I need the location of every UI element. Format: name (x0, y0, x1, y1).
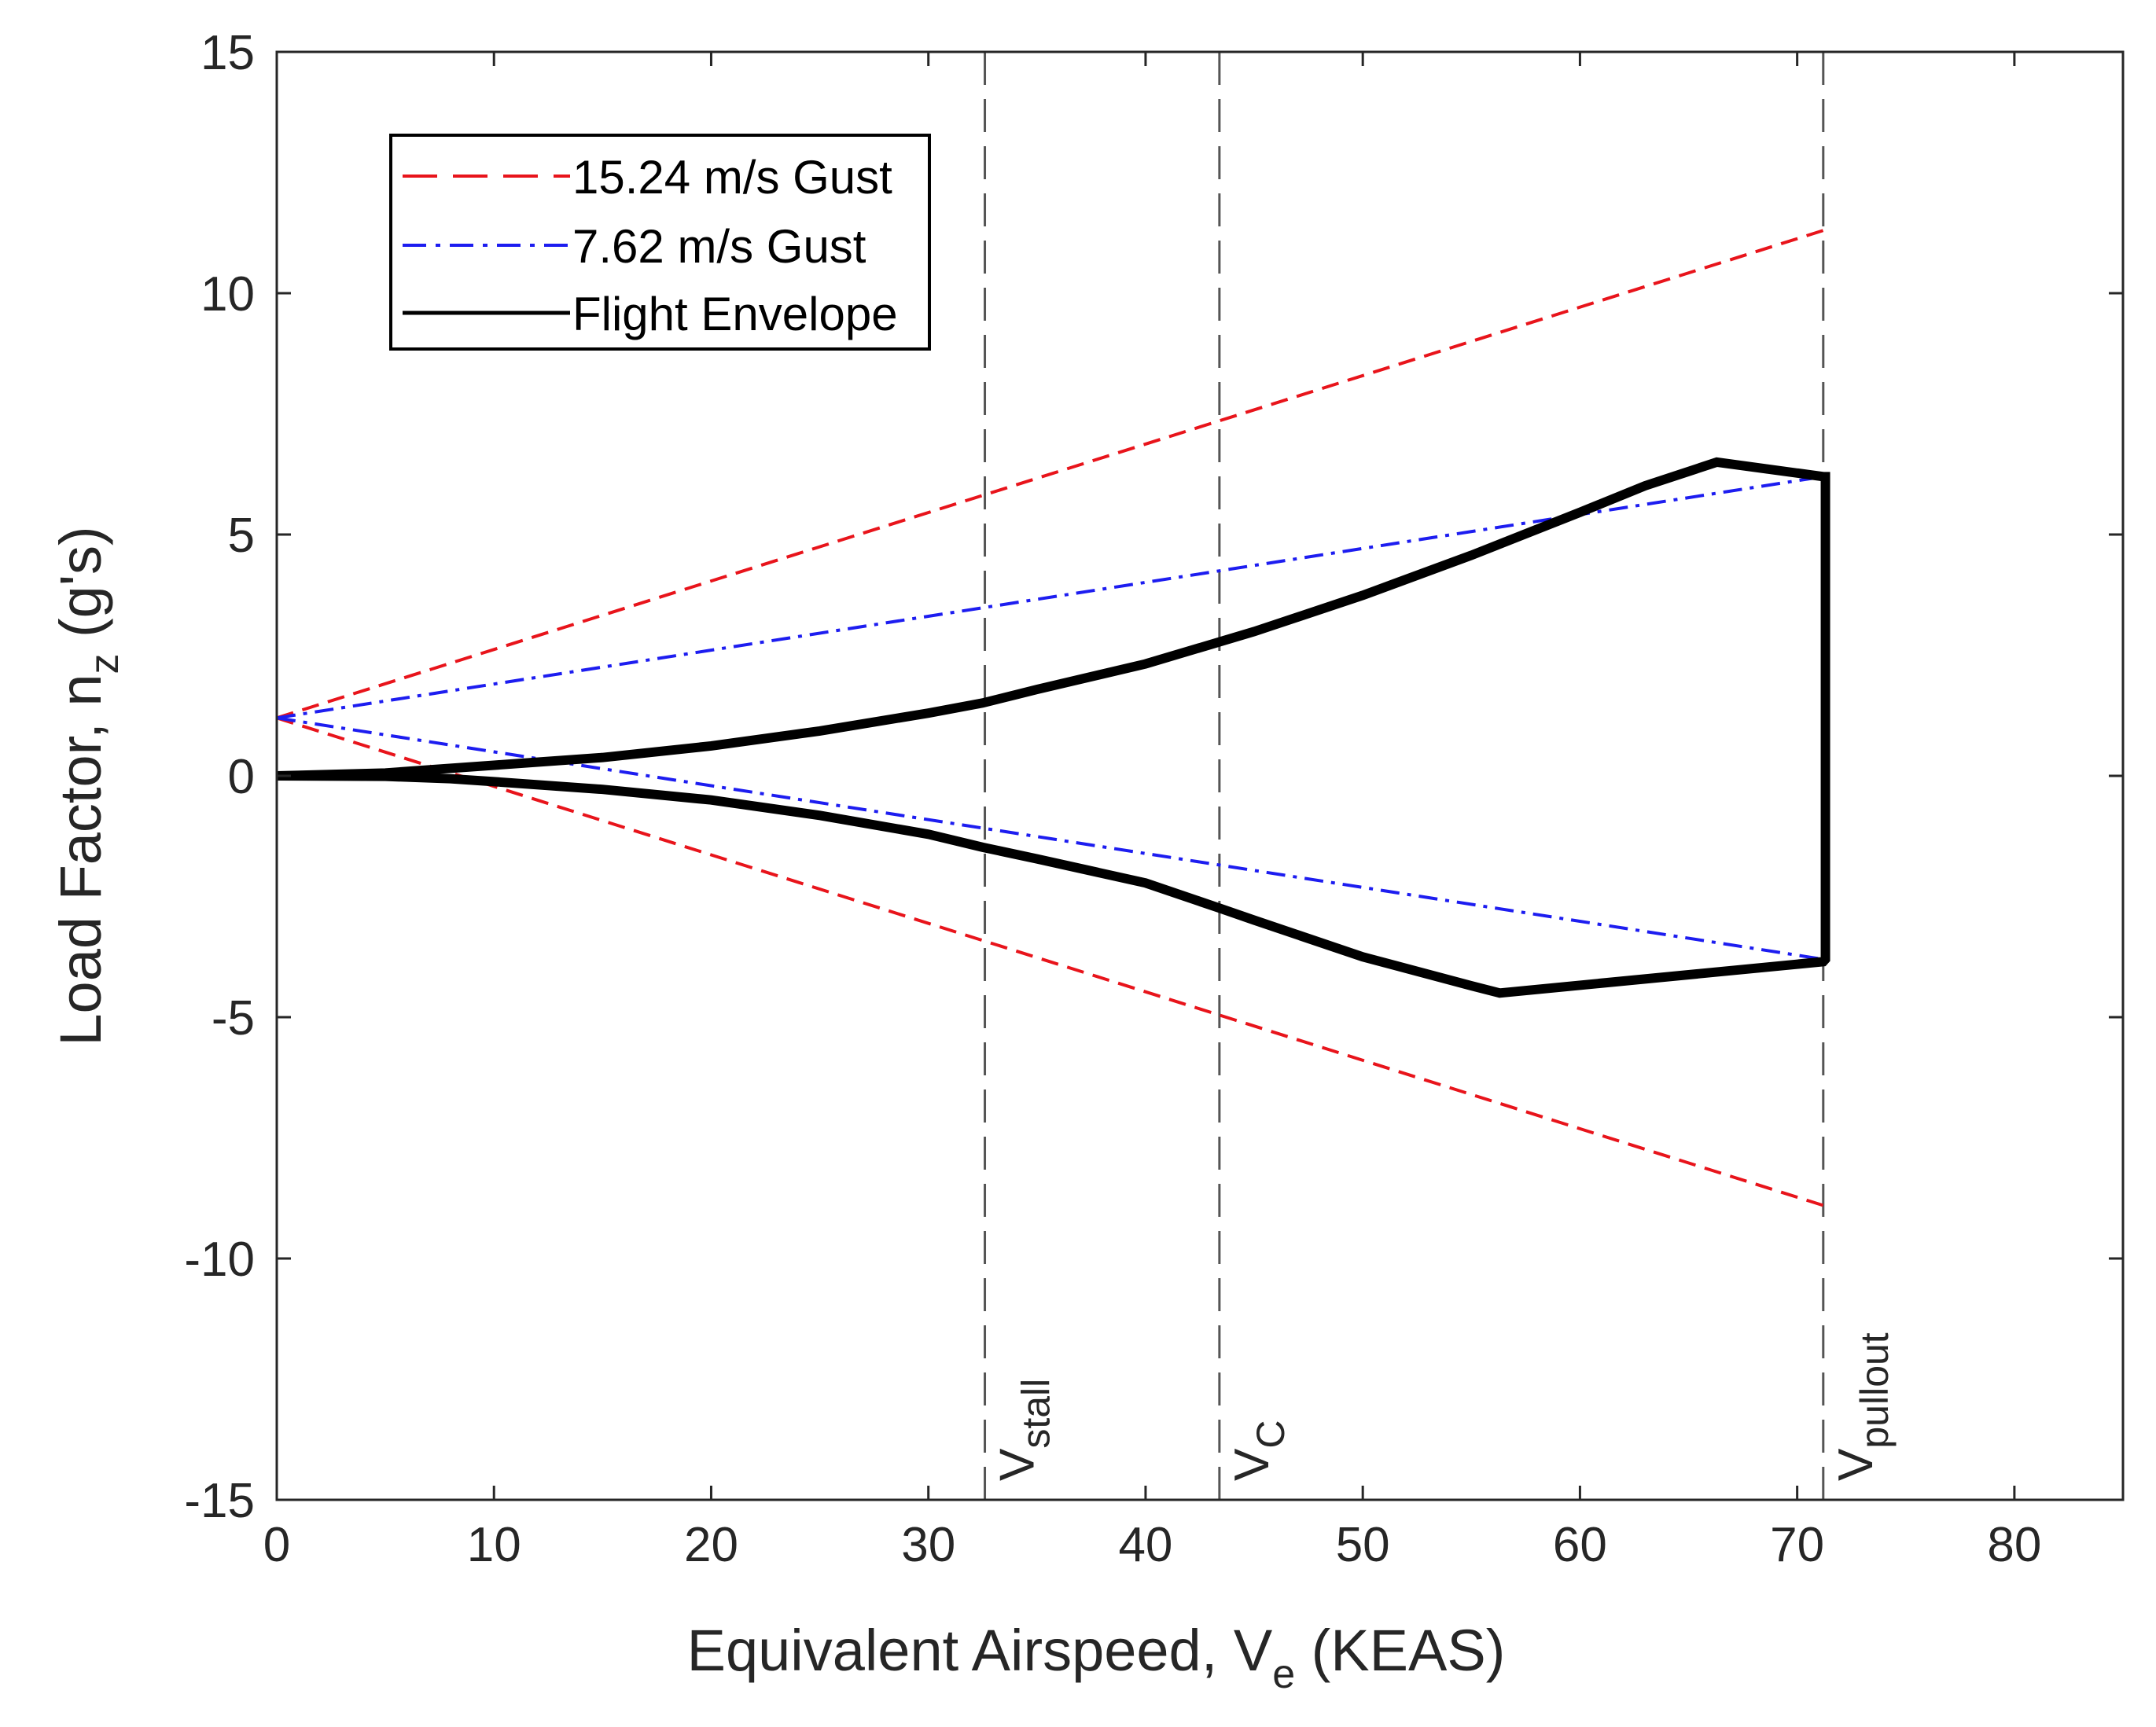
vline-label-main: V (1829, 1448, 1883, 1481)
x-axis-label: Equivalent Airspeed, Ve (KEAS) (687, 1618, 1506, 1697)
vline-label-pullout: Vpullout (1829, 1332, 1897, 1481)
x-tick-label: 0 (263, 1518, 290, 1572)
axis-ticks: 0 10 20 30 40 50 60 70 80 -15 -10 -5 0 5 10 15 (184, 26, 2123, 1572)
x-axis-label-sub: e (1272, 1652, 1295, 1697)
x-tick-label: 80 (1987, 1518, 2041, 1572)
legend-label-15-gust: 15.24 m/s Gust (572, 151, 892, 204)
vline-label-main: V (991, 1448, 1045, 1481)
y-axis-label-sub: z (82, 654, 127, 674)
y-tick-label: -15 (184, 1474, 255, 1528)
legend: 15.24 m/s Gust 7.62 m/s Gust Flight Enve… (389, 134, 931, 351)
y-tick-label: 10 (201, 267, 255, 322)
y-axis-label-tail: (g's) (48, 526, 113, 653)
series-0-segment-1 (276, 716, 1824, 1207)
vline-label-sub: C (1249, 1420, 1293, 1449)
y-tick-label: 15 (201, 26, 255, 80)
x-tick-label: 20 (684, 1518, 738, 1572)
x-axis-label-tail: (KEAS) (1295, 1618, 1505, 1683)
flight-envelope-line (276, 457, 1830, 998)
vline-label-stall: Vstall (991, 1379, 1058, 1481)
x-tick-label: 30 (901, 1518, 955, 1572)
data-series (276, 229, 1830, 1207)
y-axis-label-main: Load Factor, n (48, 674, 113, 1046)
legend-label-flight-envelope: Flight Envelope (572, 288, 898, 340)
series-1-segment-0 (276, 475, 1824, 720)
y-axis-label: Load Factor, nz (g's) (48, 526, 127, 1045)
x-tick-label: 10 (467, 1518, 521, 1572)
y-tick-label: 0 (228, 750, 255, 804)
x-axis-label-main: Equivalent Airspeed, V (687, 1618, 1273, 1683)
x-tick-label: 60 (1553, 1518, 1607, 1572)
vline-label-main: V (1225, 1448, 1279, 1481)
y-tick-label: -10 (184, 1233, 255, 1287)
legend-label-7-gust: 7.62 m/s Gust (572, 220, 866, 273)
vline-label-c: VC (1225, 1420, 1293, 1481)
x-tick-label: 70 (1770, 1518, 1824, 1572)
y-tick-label: 5 (228, 509, 255, 563)
series-0-segment-0 (276, 229, 1824, 720)
vline-label-sub: stall (1014, 1379, 1058, 1449)
x-tick-label: 40 (1118, 1518, 1172, 1572)
vline-label-sub: pullout (1852, 1332, 1897, 1448)
x-tick-label: 50 (1336, 1518, 1390, 1572)
y-tick-label: -5 (212, 991, 255, 1045)
